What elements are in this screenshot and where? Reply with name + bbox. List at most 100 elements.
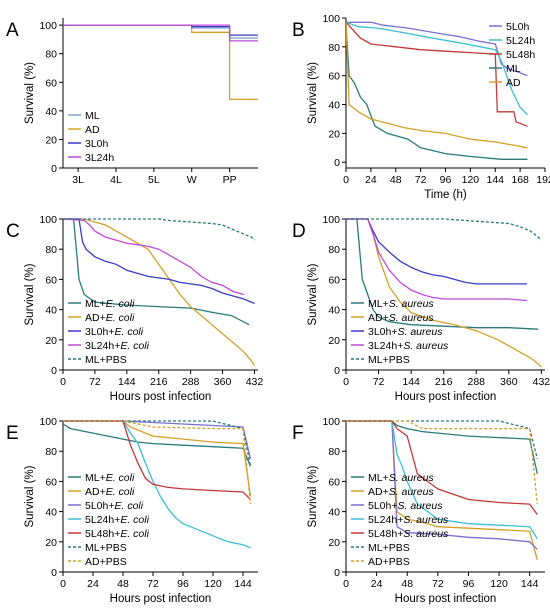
y-tick-label: 100: [322, 13, 340, 25]
y-tick-label: 100: [39, 214, 57, 226]
x-tick-label: 360: [214, 376, 232, 388]
x-tick-label: 4L: [110, 174, 122, 186]
legend-label: ML+PBS: [368, 354, 410, 366]
legend-label: 5L24h+S. aureus: [368, 514, 449, 526]
x-tick-label: 24: [365, 174, 377, 186]
series-line: [346, 420, 538, 475]
x-tick-label: 72: [373, 376, 385, 388]
x-tick-label: 144: [118, 376, 136, 388]
panel-letter: F: [292, 423, 304, 444]
y-tick-label: 40: [45, 507, 57, 519]
legend-label: 5L48h+S. aureus: [368, 528, 449, 540]
y-axis-label: Survival (%): [307, 62, 319, 124]
x-tick-label: 360: [500, 376, 518, 388]
y-tick-label: 60: [45, 274, 57, 286]
legend-label: AD+E. coli: [85, 312, 135, 324]
y-axis-label: Survival (%): [24, 62, 36, 124]
series-line: [346, 21, 528, 127]
legend-label: 3L24h: [85, 152, 114, 164]
legend-label: AD+S. aureus: [368, 486, 434, 498]
x-tick-label: 72: [89, 376, 101, 388]
legend-label: 3L0h+E. coli: [85, 326, 144, 338]
x-tick-label: 0: [343, 376, 349, 388]
y-tick-label: 0: [51, 365, 57, 377]
legend-label: AD+S. aureus: [368, 312, 434, 324]
y-tick-label: 20: [328, 128, 340, 140]
legend: ML+E. coli AD+E. coli 3L0h+E. coli 3L24h+E.…: [68, 298, 150, 366]
legend-label: 3L24h+E. coli: [85, 340, 150, 352]
y-tick-label: 60: [328, 71, 340, 83]
y-tick-label: 60: [45, 476, 57, 488]
x-tick-label: 0: [343, 174, 349, 186]
y-tick-label: 0: [334, 157, 340, 169]
x-axis-label: Time (h): [424, 189, 467, 201]
series-line: [63, 420, 252, 497]
series-line: [63, 218, 255, 241]
series-line: [63, 218, 250, 326]
series-line: [346, 218, 527, 285]
x-tick-label: 120: [462, 174, 480, 186]
panel-letter: D: [292, 221, 306, 242]
legend-label: 5L0h+S. aureus: [368, 500, 443, 512]
legend: ML+E. coli AD+E. coli 5L0h+E. coli 5L24h+E.…: [68, 472, 150, 568]
legend-label: ML+S. aureus: [368, 298, 434, 310]
legend-label: 5L24h: [506, 35, 535, 47]
series-line: [63, 24, 258, 101]
legend-label: 3L0h: [85, 138, 109, 150]
legend: ML+S. aureus AD+S. aureus 5L0h+S. aureus 5L…: [351, 472, 449, 568]
y-tick-label: 100: [39, 20, 57, 32]
x-tick-label: 432: [246, 376, 264, 388]
series-line: [63, 420, 252, 505]
y-tick-label: 0: [51, 163, 57, 175]
y-tick-label: 20: [45, 134, 57, 146]
x-tick-label: 216: [435, 376, 453, 388]
x-tick-label: 168: [511, 174, 529, 186]
y-tick-label: 80: [45, 446, 57, 458]
legend-label: AD: [85, 124, 100, 136]
y-tick-label: 40: [328, 100, 340, 112]
legend-label: ML+S. aureus: [368, 472, 434, 484]
legend: ML+S. aureus AD+S. aureus 3L0h+S. aureus 3L…: [351, 298, 449, 366]
x-axis-label: Hours post infection: [110, 593, 212, 605]
x-tick-label: 0: [343, 578, 349, 590]
y-axis-label: Survival (%): [24, 465, 36, 527]
x-tick-label: 48: [401, 578, 413, 590]
x-axis-label: Hours post infection: [110, 391, 212, 403]
y-tick-label: 0: [334, 365, 340, 377]
series-line: [346, 218, 527, 302]
x-axis-label: Hours post infection: [395, 391, 497, 403]
series-line: [346, 420, 538, 505]
x-tick-label: 24: [371, 578, 383, 590]
series-line: [346, 218, 542, 368]
x-tick-label: 72: [415, 174, 427, 186]
series-line: [346, 420, 538, 550]
y-tick-label: 20: [328, 335, 340, 347]
legend-label: AD+E. coli: [85, 486, 135, 498]
series-line: [63, 423, 252, 467]
x-tick-label: 144: [402, 376, 420, 388]
legend-label: ML+PBS: [368, 542, 410, 554]
y-tick-label: 0: [334, 567, 340, 579]
x-tick-label: 192: [536, 174, 550, 186]
x-tick-label: 0: [60, 376, 66, 388]
x-tick-label: 144: [521, 578, 539, 590]
series-line: [346, 22, 528, 149]
legend-label: 3L0h+S. aureus: [368, 326, 443, 338]
x-tick-label: 5L: [148, 174, 160, 186]
legend-label: ML+PBS: [85, 542, 127, 554]
legend-label: ML+E. coli: [85, 472, 135, 484]
series-line: [63, 218, 244, 296]
series-line: [346, 21, 528, 116]
x-tick-label: 120: [204, 578, 222, 590]
x-tick-label: 24: [87, 578, 99, 590]
x-tick-label: 72: [147, 578, 159, 590]
x-tick-label: PP: [223, 174, 237, 186]
y-tick-label: 40: [45, 305, 57, 317]
x-axis-label: Hours post infection: [395, 593, 497, 605]
x-tick-label: 144: [486, 174, 504, 186]
y-tick-label: 40: [328, 305, 340, 317]
x-tick-label: W: [187, 174, 197, 186]
x-tick-label: 96: [463, 578, 475, 590]
x-tick-label: 0: [60, 578, 66, 590]
